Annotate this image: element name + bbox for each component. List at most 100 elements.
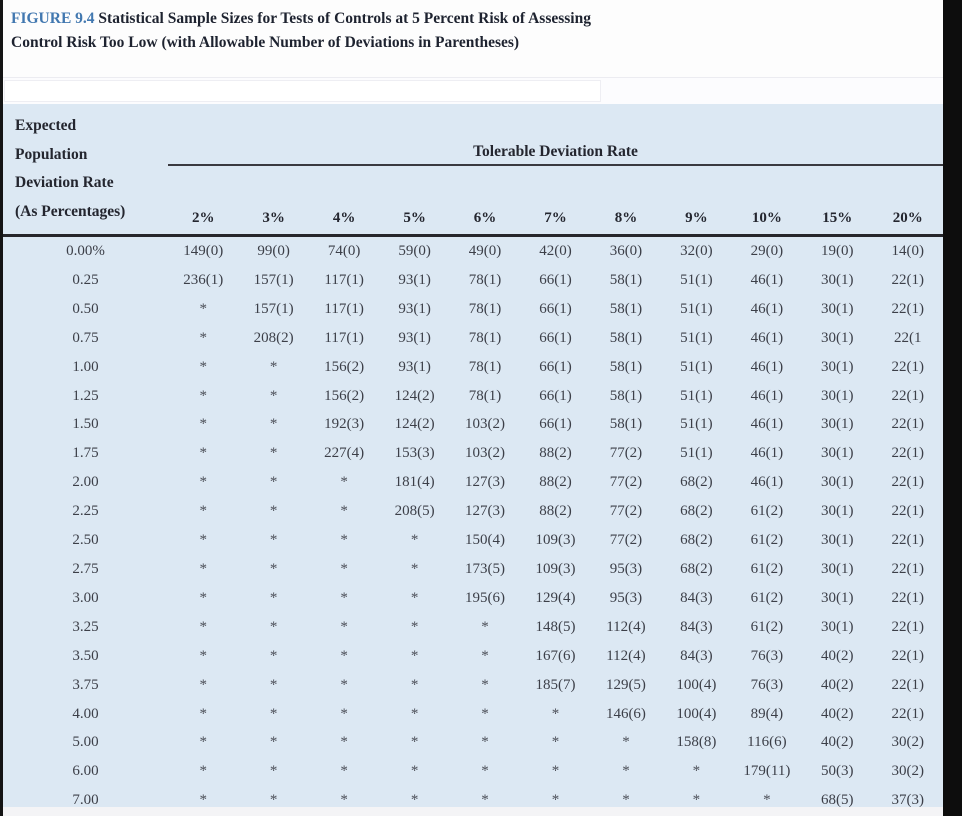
table-row: 3.25 * * * * * 148(5) 112(4) 84(3) 61(2) 30(1) 22(1… [3, 613, 943, 642]
sample-size-cell: 236(1) [183, 271, 224, 288]
sample-size-cell: 76(3) [750, 647, 784, 664]
sample-size-cell: * [269, 416, 278, 433]
sample-size-cell: 84(3) [680, 618, 713, 635]
sample-size-cell: 22(1) [891, 271, 925, 288]
sample-size-cell: 78(1) [468, 387, 502, 404]
sample-size-cell: 100(4) [676, 705, 717, 722]
row-label: 3.25 [72, 618, 99, 635]
table-row: 1.25 * * 156(2) 124(2) 78(1) 66(1) 58(1) 51(1) 46… [3, 382, 943, 411]
row-label: 2.50 [72, 532, 99, 549]
column-label: 3% [262, 210, 285, 226]
sample-size-cell: 117(1) [324, 329, 364, 346]
sample-size-cell: * [481, 763, 489, 780]
sample-size-cell: 116(6) [747, 734, 787, 751]
sample-size-cell: * [199, 329, 207, 346]
sample-size-cell: * [340, 532, 348, 549]
sample-size-cell: * [269, 532, 278, 549]
sample-size-cell: 153(3) [394, 445, 435, 462]
sample-size-cell: 61(2) [750, 532, 784, 549]
sample-size-cell: 22(1) [891, 416, 925, 433]
sample-size-cell: * [410, 532, 419, 549]
sample-size-cell: * [269, 560, 278, 577]
table-row: 5.00 * * * * * * * 158(8) 116(6) 40(2) 30(2) [3, 728, 943, 757]
sample-size-cell: 89(4) [750, 705, 784, 722]
sample-size-cell: 30(1) [821, 300, 854, 317]
page-left-border [0, 0, 3, 816]
sample-size-cell: * [269, 589, 278, 606]
sample-size-cell: 46(1) [750, 271, 784, 288]
sample-size-cell: 58(1) [609, 271, 643, 288]
sample-size-cell: 103(2) [465, 445, 506, 462]
sample-size-cell: * [269, 792, 278, 809]
sample-size-cell: 88(2) [539, 445, 572, 462]
sample-size-cell: 30(1) [821, 329, 854, 346]
row-label: 3.75 [72, 676, 99, 693]
sample-size-cell: * [199, 358, 207, 375]
column-label: 15% [822, 210, 853, 226]
bottom-margin-strip [3, 807, 943, 816]
sample-size-cell: * [481, 705, 489, 722]
column-label: 10% [751, 210, 782, 226]
sample-size-cell: 14(0) [891, 243, 925, 259]
empty-strip-box [4, 80, 601, 102]
row-label: 3.00 [72, 589, 99, 606]
sample-size-cell: 76(3) [750, 676, 784, 693]
sample-size-cell: 99(0) [257, 243, 290, 259]
sample-size-cell: 84(3) [680, 589, 713, 606]
sample-size-cell: 124(2) [394, 416, 435, 433]
row-header-line: Population [15, 145, 88, 163]
table-row: 7.00 * * * * * * * * * 68(5) 37(3) [3, 786, 943, 816]
sample-size-cell: 40(2) [821, 734, 854, 751]
table-row: 6.00 * * * * * * * * 179(11) 50(3) 30(2) [3, 757, 943, 786]
table-row: 1.75 * * 227(4) 153(3) 103(2) 88(2) 77(2) 51(1) 4… [3, 439, 943, 468]
sample-size-cell: 78(1) [468, 300, 502, 317]
sample-size-cell: 61(2) [750, 618, 784, 635]
sample-size-cell: 167(6) [535, 647, 576, 664]
sample-size-cell: 30(1) [821, 503, 854, 520]
row-label: 2.75 [72, 560, 99, 577]
sample-size-cell: * [269, 474, 278, 491]
sample-size-cell: * [622, 734, 630, 751]
sample-size-cell: 61(2) [750, 560, 784, 577]
sample-size-cell: 181(4) [394, 474, 435, 491]
sample-size-cell: 51(1) [680, 445, 713, 462]
table-row: 3.50 * * * * * 167(6) 112(4) 84(3) 76(3) 40(2) 22(1… [3, 642, 943, 671]
sample-size-cell: 148(5) [535, 618, 576, 635]
sample-size-cell: * [551, 734, 560, 751]
row-label: 0.75 [72, 329, 99, 346]
sample-size-cell: 36(0) [609, 243, 643, 259]
page-right-border [943, 0, 962, 816]
row-label: 7.00 [72, 792, 99, 809]
sample-size-cell: 77(2) [609, 503, 643, 520]
row-label: 4.00 [72, 705, 99, 722]
sample-size-cell: 185(7) [535, 676, 576, 693]
sample-size-cell: 66(1) [539, 329, 572, 346]
sample-size-cell: 46(1) [750, 474, 784, 491]
table-row: 4.00 * * * * * * 146(6) 100(4) 89(4) 40(2) 22(1) [3, 700, 943, 729]
row-label: 3.50 [72, 647, 99, 664]
sample-size-cell: * [340, 734, 348, 751]
sample-size-cell: 19(0) [821, 243, 854, 259]
sample-size-cell: 157(1) [253, 300, 294, 317]
sample-size-cell: 112(4) [606, 647, 646, 664]
sample-size-cell: 46(1) [750, 358, 784, 375]
sample-size-cell: 66(1) [539, 358, 572, 375]
table-row: 1.00 * * 156(2) 93(1) 78(1) 66(1) 58(1) 51(1) 46(… [3, 353, 943, 382]
sample-size-cell: * [340, 676, 348, 693]
column-label: 2% [191, 210, 215, 226]
table-body: 0.00% 149(0) 99(0) 74(0) 59(0) 49(0) 42(0) 36(0… [3, 236, 943, 816]
sample-size-cell: 192(3) [324, 416, 365, 433]
sample-size-cell: 129(4) [535, 589, 576, 606]
sample-size-cell: 88(2) [539, 503, 572, 520]
sample-size-cell: 66(1) [539, 387, 572, 404]
sample-size-cell: 127(3) [465, 503, 506, 520]
sample-size-cell: * [199, 676, 207, 693]
table-row: 2.50 * * * * 150(4) 109(3) 77(2) 68(2) 61(2) 30(1)… [3, 526, 943, 555]
sample-size-cell: 93(1) [398, 329, 431, 346]
row-label: 1.75 [72, 445, 99, 462]
sample-size-cell: 129(5) [605, 676, 646, 693]
sample-size-cell: * [340, 705, 348, 722]
table-row: 0.50 * 157(1) 117(1) 93(1) 78(1) 66(1) 58(1) 51(… [3, 295, 943, 324]
sample-size-cell: * [199, 387, 207, 404]
sample-size-cell: * [199, 416, 207, 433]
